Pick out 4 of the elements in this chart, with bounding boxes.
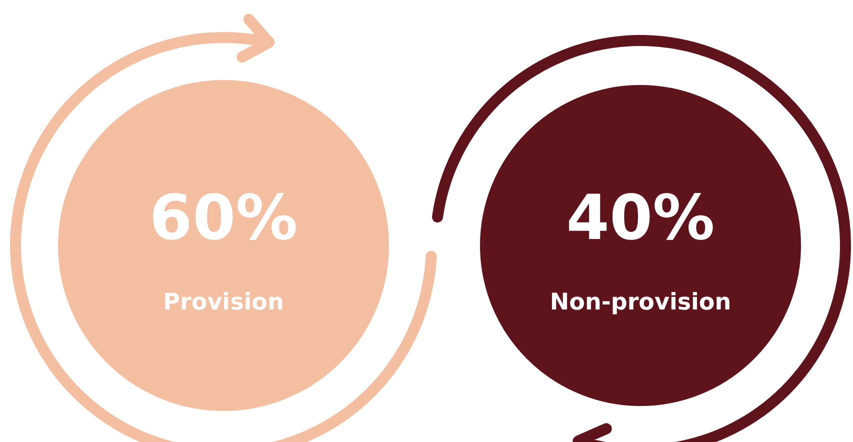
data-label: 40% [566, 181, 715, 254]
category-label: Non-provision [550, 290, 732, 316]
category-label: Provision [163, 290, 284, 316]
data-label: 60% [149, 181, 298, 254]
